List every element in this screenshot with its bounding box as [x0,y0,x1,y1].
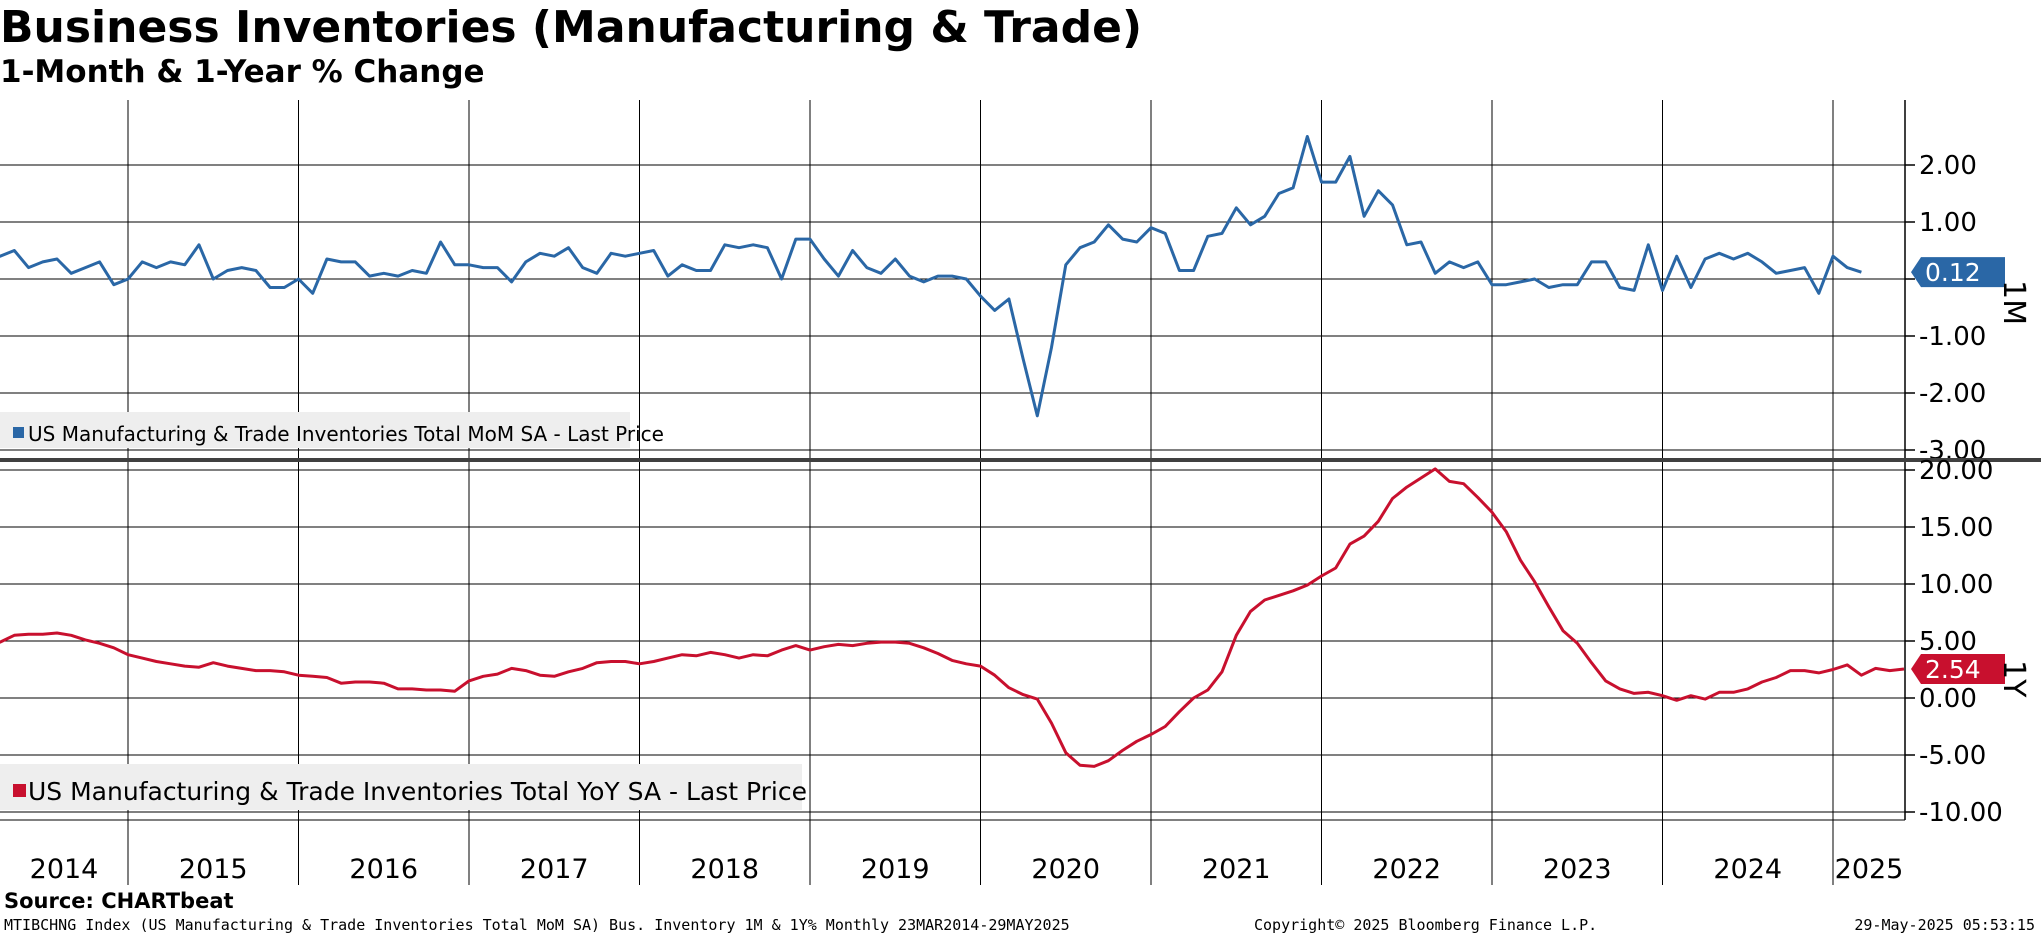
x-year-label: 2022 [1372,854,1441,885]
side-label: 1M [1996,280,2031,325]
y-tick-label: 20.00 [1919,456,1993,486]
x-year-label: 2024 [1713,854,1782,885]
series-line [0,467,1905,768]
footer-description: MTIBCHNG Index (US Manufacturing & Trade… [4,916,1070,934]
legend-box [0,412,630,448]
y-tick-label: 10.00 [1919,570,1993,600]
source-note: Source: CHARTbeat [4,889,234,913]
legend-label: US Manufacturing & Trade Inventories Tot… [28,777,807,806]
y-tick-label: 1.00 [1919,208,1977,238]
y-tick-label: 0.00 [1919,684,1977,714]
x-axis: 2014 2015 2016 2017 2018 2019 2020 2021 2022 2023… [0,819,1905,885]
last-value-label: 0.12 [1925,258,1981,287]
y-tick-label: 15.00 [1919,513,1993,543]
x-year-label: 2014 [30,854,99,885]
x-year-label: 2019 [861,854,930,885]
chart-title: Business Inventories (Manufacturing & Tr… [0,2,1142,53]
last-value-badge [1911,654,2005,685]
y-tick-label: 5.00 [1919,627,1977,657]
legend-swatch [13,784,26,797]
footer-copyright: Copyright© 2025 Bloomberg Finance L.P. [1254,916,1597,934]
x-year-label: 2023 [1543,854,1612,885]
y-tick-label: -10.00 [1919,798,2003,828]
y-tick-label: 2.00 [1919,151,1977,181]
panel-separator [0,458,2041,462]
footer-timestamp: 29-May-2025 05:53:15 [1854,916,2035,934]
x-year-label: 2015 [179,854,248,885]
x-year-label: 2020 [1031,854,1100,885]
side-label: 1Y [1996,660,2031,698]
x-year-label: 2018 [690,854,759,885]
x-year-label: 2017 [520,854,589,885]
legend-label: US Manufacturing & Trade Inventories Tot… [28,422,664,446]
x-year-label: 2025 [1835,854,1904,885]
chart-subtitle: 1-Month & 1-Year % Change [0,54,485,90]
y-tick-label: -1.00 [1919,322,1986,352]
y-tick-label: -2.00 [1919,379,1986,409]
x-year-label: 2021 [1202,854,1271,885]
last-value-label: 2.54 [1925,655,1981,684]
y-tick-label: -5.00 [1919,741,1986,771]
x-year-label: 2016 [349,854,418,885]
yoy-panel: 20.00 15.00 10.00 5.00 0.00 -5.00 -10.00 US Man… [0,456,2031,828]
series-line [0,135,1862,418]
legend-box [0,764,802,810]
last-value-badge [1911,257,2005,288]
legend-swatch [13,427,24,438]
